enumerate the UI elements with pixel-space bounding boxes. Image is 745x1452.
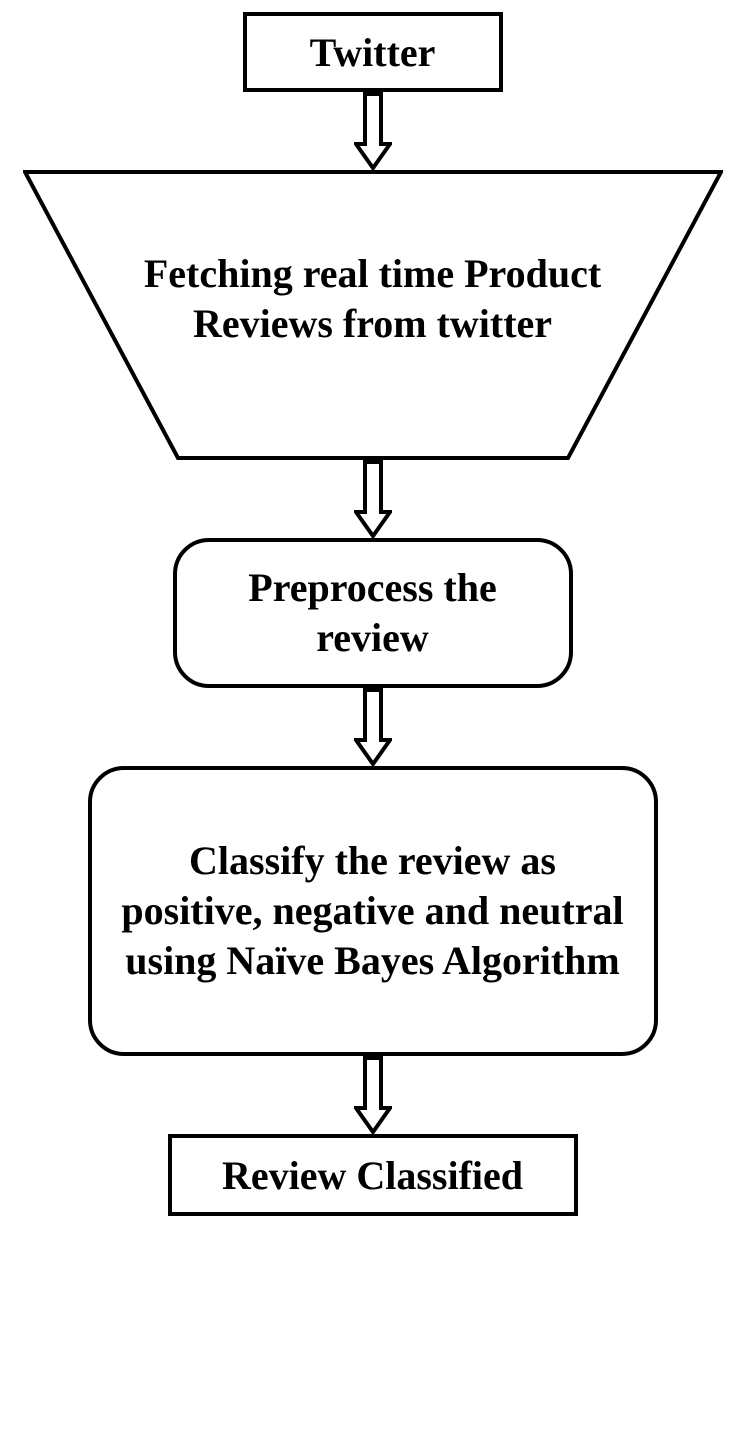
node-twitter: Twitter bbox=[243, 12, 503, 92]
node-twitter-label: Twitter bbox=[310, 29, 436, 76]
node-result: Review Classified bbox=[168, 1134, 578, 1216]
arrow-1 bbox=[354, 92, 392, 170]
arrow-3 bbox=[354, 688, 392, 766]
node-preprocess: Preprocess the review bbox=[173, 538, 573, 688]
arrow-4 bbox=[354, 1056, 392, 1134]
flowchart-container: Twitter Fetching real time Product Revie… bbox=[0, 0, 745, 1216]
node-preprocess-label: Preprocess the review bbox=[201, 563, 545, 663]
node-classify-label: Classify the review as positive, negativ… bbox=[116, 836, 630, 986]
node-result-label: Review Classified bbox=[222, 1152, 523, 1199]
arrow-2 bbox=[354, 460, 392, 538]
node-fetch-reviews-label: Fetching real time Product Reviews from … bbox=[103, 249, 643, 349]
node-classify: Classify the review as positive, negativ… bbox=[88, 766, 658, 1056]
node-fetch-reviews: Fetching real time Product Reviews from … bbox=[23, 170, 723, 460]
